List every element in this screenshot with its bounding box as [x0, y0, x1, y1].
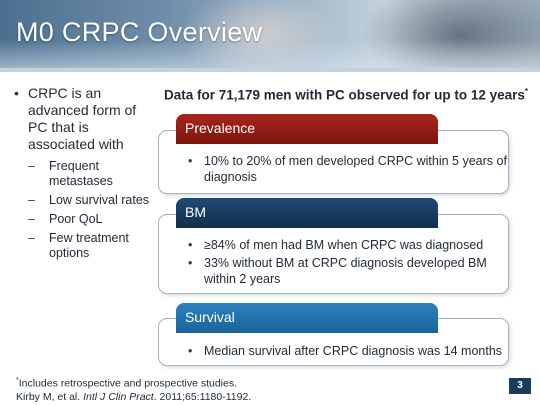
sub-bullet-list: – Frequent metastases – Low survival rates…	[14, 159, 154, 261]
card-bullet-text: 10% to 20% of men developed CRPC within …	[204, 154, 507, 184]
prevalence-bullets: • 10% to 20% of men developed CRPC within…	[159, 153, 508, 185]
bullet-dot-icon: •	[188, 238, 193, 252]
footnote-text: Includes retrospective and prospective s…	[18, 377, 238, 390]
bm-card-title: BM	[176, 198, 438, 228]
survival-bullets: • Median survival after CRPC diagnosis wa…	[159, 343, 508, 359]
citation-details: . 2011;65:1180-1192.	[153, 390, 252, 403]
sub-bullet-item: – Few treatment options	[14, 231, 154, 261]
header-banner: M0 CRPC Overview	[0, 0, 540, 68]
card-bullet-text: Median survival after CRPC diagnosis was…	[204, 344, 503, 358]
dash-icon: –	[28, 193, 35, 207]
prevalence-card-title: Prevalence	[176, 114, 438, 144]
left-bullet-column: • CRPC is an advanced form of PC that is…	[14, 85, 154, 265]
footnote-marker: *	[16, 377, 19, 384]
card-bullet: • 33% without BM at CRPC diagnosis develo…	[159, 255, 508, 287]
sub-bullet-item: – Poor QoL	[14, 212, 154, 227]
main-bullet: • CRPC is an advanced form of PC that is…	[14, 85, 154, 153]
sub-bullet-text: Few treatment options	[49, 231, 129, 260]
bullet-dot-icon: •	[14, 85, 19, 101]
citation-journal: Intl J Clin Pract	[83, 390, 154, 403]
footnote-line-1: *Includes retrospective and prospective …	[16, 374, 251, 391]
survival-card-title: Survival	[176, 303, 438, 333]
sub-bullet-text: Frequent metastases	[49, 159, 113, 188]
main-bullet-text: CRPC is an advanced form of PC that is a…	[28, 85, 137, 152]
data-heading-text: Data for 71,179 men with PC observed for…	[164, 87, 525, 103]
sub-bullet-item: – Frequent metastases	[14, 159, 154, 189]
card-bullet: • 10% to 20% of men developed CRPC within…	[159, 153, 508, 185]
sub-bullet-text: Low survival rates	[49, 193, 150, 207]
data-heading: Data for 71,179 men with PC observed for…	[156, 87, 536, 103]
citation-authors: Kirby M, et al.	[16, 390, 84, 403]
card-bullet-text: ≥84% of men had BM when CRPC was diagnos…	[204, 238, 484, 252]
bullet-dot-icon: •	[188, 344, 193, 358]
card-bullet: • Median survival after CRPC diagnosis wa…	[159, 343, 508, 359]
card-bullet: • ≥84% of men had BM when CRPC was diagno…	[159, 237, 508, 253]
dash-icon: –	[28, 231, 35, 245]
bullet-dot-icon: •	[188, 154, 193, 168]
sub-bullet-item: – Low survival rates	[14, 193, 154, 208]
page-number: 3	[509, 378, 531, 394]
dash-icon: –	[28, 212, 35, 226]
sub-bullet-text: Poor QoL	[49, 212, 103, 226]
data-heading-marker: *	[524, 87, 528, 96]
bullet-dot-icon: •	[188, 256, 193, 270]
slide-title: M0 CRPC Overview	[16, 17, 263, 47]
footnote: *Includes retrospective and prospective …	[16, 374, 251, 404]
bm-bullets: • ≥84% of men had BM when CRPC was diagno…	[159, 237, 508, 287]
footnote-line-2: Kirby M, et al. Intl J Clin Pract. 2011;…	[16, 391, 251, 404]
header-divider	[0, 68, 540, 72]
card-bullet-text: 33% without BM at CRPC diagnosis develop…	[204, 256, 487, 286]
banner-fade	[0, 40, 540, 68]
dash-icon: –	[28, 159, 35, 173]
